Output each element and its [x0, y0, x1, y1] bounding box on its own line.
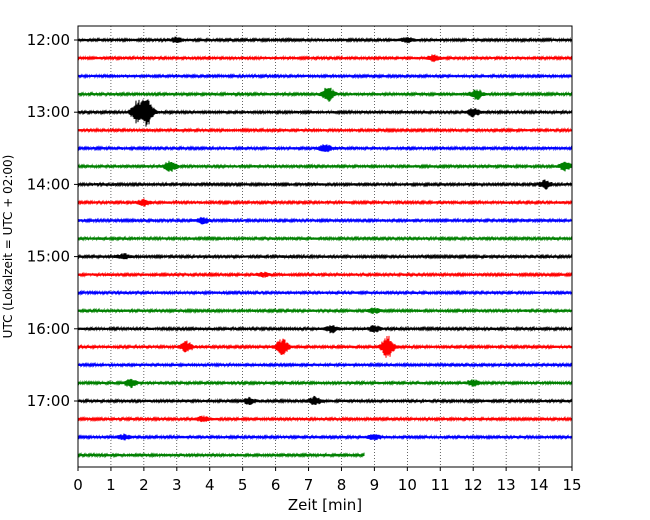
y-axis-ticks: 12:00 13:00 14:00 15:00 16:00 17:00: [27, 31, 78, 410]
y-tick-label: 15:00: [27, 248, 70, 266]
seismic-trace-1700: [77, 395, 573, 405]
y-tick-label: 16:00: [27, 320, 70, 338]
x-tick-label: 5: [238, 476, 248, 494]
seismic-trace-1500: [77, 253, 573, 260]
trace-group: [77, 36, 573, 459]
seismic-trace-1715: [77, 415, 573, 423]
seismic-trace-1245: [77, 87, 573, 102]
seismic-trace-1730: [77, 433, 573, 441]
seismic-trace-1315: [77, 127, 573, 134]
y-axis-label: UTC (Lokalzeit = UTC + 02:00): [1, 155, 15, 339]
x-tick-label: 14: [530, 476, 549, 494]
seismic-trace-1530: [77, 289, 573, 296]
seismic-trace-1445: [77, 235, 573, 242]
seismic-trace-1230: [77, 72, 573, 80]
seismic-trace-1300: [77, 99, 573, 127]
x-tick-label: 13: [497, 476, 516, 494]
x-axis-ticks: 0 1 2 3 4 5 6 7 8 9 10 11 12 13 14 15: [73, 467, 582, 494]
x-tick-label: 2: [139, 476, 149, 494]
x-tick-label: 15: [562, 476, 581, 494]
x-axis-label: Zeit [min]: [288, 496, 362, 514]
seismic-trace-1645: [77, 378, 573, 389]
y-tick-label: 12:00: [27, 31, 70, 49]
y-tick-label: 14:00: [27, 175, 70, 193]
x-tick-label: 6: [271, 476, 281, 494]
seismic-trace-1745: [77, 452, 365, 459]
seismic-trace-1615: [77, 335, 573, 358]
x-tick-label: 10: [398, 476, 417, 494]
plot-frame: [77, 25, 573, 468]
seismic-trace-1330: [77, 144, 573, 153]
seismic-trace-1430: [77, 216, 573, 225]
x-tick-label: 11: [431, 476, 450, 494]
seismic-trace-1600: [77, 325, 573, 334]
x-tick-label: 4: [205, 476, 215, 494]
seismic-trace-1415: [77, 198, 573, 207]
y-tick-label: 13:00: [27, 103, 70, 121]
seismic-trace-1630: [77, 361, 573, 368]
seismic-trace-1215: [77, 54, 573, 63]
x-tick-label: 9: [370, 476, 380, 494]
x-tick-label: 0: [73, 476, 83, 494]
x-tick-label: 8: [337, 476, 347, 494]
seismic-trace-1200: [77, 36, 573, 44]
seismic-trace-1545: [77, 307, 573, 315]
x-tick-label: 7: [304, 476, 314, 494]
seismic-trace-1345: [77, 160, 573, 172]
seismic-trace-1515: [77, 271, 573, 278]
x-tick-label: 3: [172, 476, 182, 494]
seismic-trace-1400: [77, 179, 573, 190]
y-tick-label: 17:00: [27, 392, 70, 410]
x-tick-label: 1: [106, 476, 116, 494]
x-tick-label: 12: [464, 476, 483, 494]
